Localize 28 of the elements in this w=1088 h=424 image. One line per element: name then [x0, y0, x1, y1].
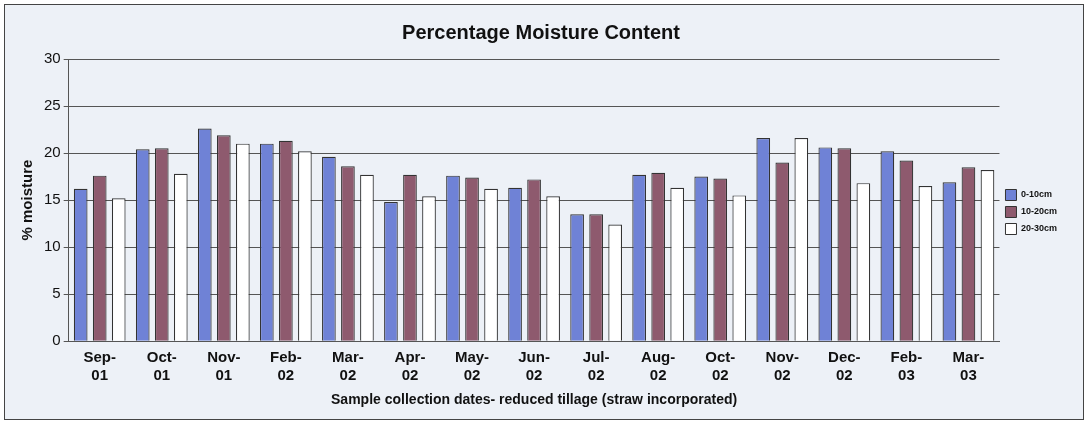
- x-tick-label: Feb-03: [890, 348, 923, 384]
- y-tick-label: 0: [52, 331, 61, 349]
- x-tick-label: Feb-02: [270, 348, 302, 384]
- chart-title: Percentage Moisture Content: [402, 20, 681, 43]
- x-tick-label: Mar-02: [332, 348, 364, 384]
- x-tick-label: Apr-02: [394, 348, 426, 384]
- y-tick-label: 10: [44, 237, 61, 255]
- y-axis-title: % moisture: [18, 159, 36, 241]
- legend-label: 10-20cm: [1020, 206, 1057, 217]
- x-tick-label: May-02: [454, 348, 490, 384]
- x-tick-label: Sep-01: [83, 348, 116, 384]
- y-tick-label: 20: [44, 143, 61, 161]
- x-tick-label: Oct-01: [146, 348, 177, 384]
- y-tick-label: 25: [44, 96, 61, 114]
- x-tick-label: Jun-02: [518, 348, 550, 384]
- y-tick-label: 30: [44, 49, 61, 67]
- x-tick-label: Mar-03: [952, 348, 985, 384]
- legend-label: 0-10cm: [1020, 189, 1052, 200]
- x-tick-label: Nov-01: [207, 348, 241, 384]
- y-tick-label: 5: [52, 284, 61, 302]
- x-tick-label: Oct-02: [705, 348, 736, 384]
- x-tick-label: Nov-02: [765, 348, 799, 384]
- x-axis-title: Sample collection dates- reduced tillage (straw incorporated): [331, 391, 738, 408]
- x-tick-label: Jul-02: [582, 348, 610, 384]
- x-tick-label: Aug-02: [641, 348, 676, 384]
- legend-label: 20-30cm: [1020, 223, 1057, 234]
- x-tick-label: Dec-02: [828, 348, 861, 384]
- y-tick-label: 15: [44, 190, 61, 208]
